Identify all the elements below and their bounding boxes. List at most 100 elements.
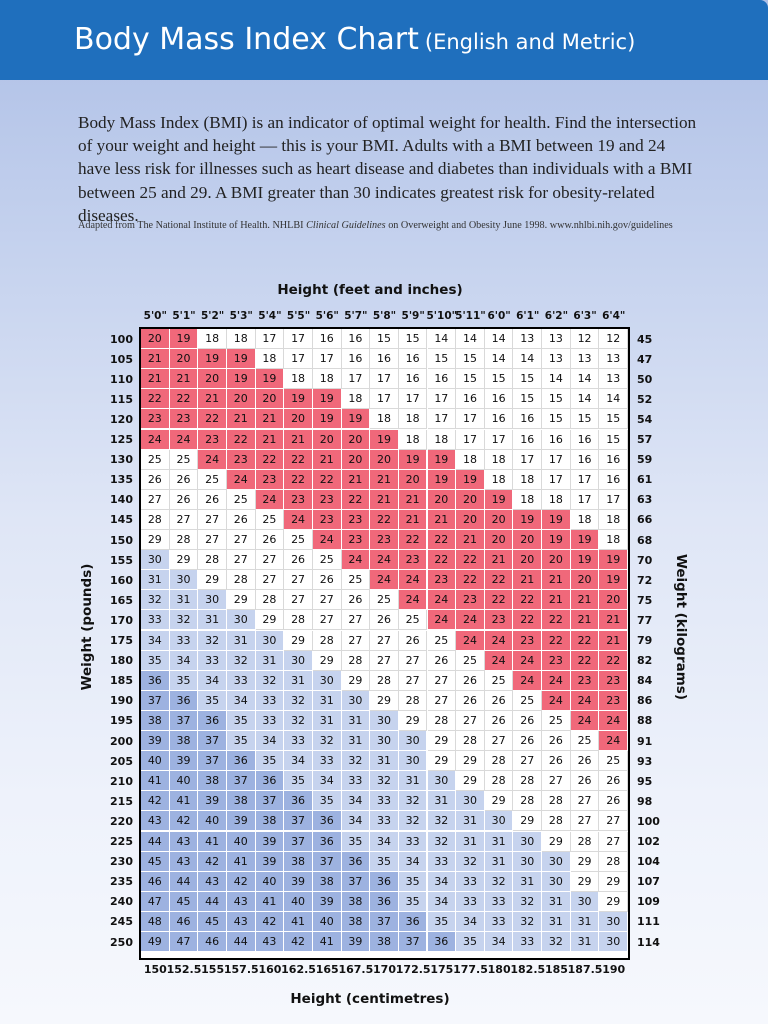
- bmi-cell: 24: [341, 550, 371, 571]
- bmi-cell: 21: [427, 509, 457, 530]
- bmi-cell: 27: [398, 650, 428, 671]
- bmi-cell: 29: [599, 891, 629, 912]
- height-cm-label: 160: [258, 963, 282, 976]
- bmi-cell: 38: [169, 731, 199, 752]
- bmi-cell: 22: [255, 449, 285, 470]
- weight-kg-label: 70: [637, 553, 653, 567]
- height-cm-label: 177.5: [453, 963, 488, 976]
- bmi-cell: 19: [542, 530, 571, 551]
- bmi-cell: 14: [484, 349, 514, 370]
- bmi-cell: 29: [456, 751, 485, 772]
- bmi-cell: 18: [255, 349, 285, 370]
- weight-lb-label: 105: [110, 352, 133, 366]
- bmi-cell: 28: [370, 670, 399, 691]
- weight-kg-label: 104: [637, 855, 660, 869]
- bmi-cell: 33: [255, 710, 285, 731]
- bmi-cell: 23: [427, 570, 457, 591]
- bmi-cell: 15: [427, 349, 457, 370]
- bmi-cell: 32: [341, 751, 371, 772]
- bmi-cell: 24: [198, 449, 227, 470]
- bmi-cell: 27: [456, 710, 485, 731]
- bmi-cell: 30: [226, 610, 256, 631]
- bmi-cell: 30: [427, 771, 457, 792]
- bmi-cell: 29: [599, 871, 629, 892]
- weight-kg-label: 100: [637, 814, 660, 828]
- bmi-cell: 31: [312, 690, 342, 711]
- bmi-cell: 41: [226, 851, 256, 872]
- bmi-cell: 25: [169, 449, 199, 470]
- weight-kg-label: 77: [637, 613, 653, 627]
- weight-kg-label: 59: [637, 453, 653, 467]
- bmi-cell: 31: [370, 751, 399, 772]
- bmi-cell: 23: [341, 509, 371, 530]
- bmi-cell: 39: [341, 932, 371, 953]
- bmi-cell: 26: [255, 530, 285, 551]
- weight-lb-label: 240: [110, 895, 133, 909]
- bmi-cell: 34: [312, 771, 342, 792]
- bmi-cell: 29: [427, 751, 457, 772]
- bmi-cell: 40: [312, 911, 342, 932]
- bmi-cell: 18: [427, 429, 457, 450]
- bmi-cell: 22: [312, 469, 342, 490]
- bmi-cell: 32: [398, 811, 428, 832]
- weight-lb-label: 165: [110, 593, 133, 607]
- bmi-cell: 15: [513, 369, 543, 390]
- bmi-cell: 19: [542, 509, 571, 530]
- bmi-cell: 19: [484, 489, 514, 510]
- bmi-cell: 24: [599, 710, 629, 731]
- weight-kg-label: 111: [637, 915, 660, 929]
- bmi-cell: 23: [169, 409, 199, 430]
- bmi-cell: 25: [513, 690, 543, 711]
- bmi-cell: 21: [599, 630, 629, 651]
- bmi-cell: 19: [513, 509, 543, 530]
- bmi-cell: 32: [456, 851, 485, 872]
- bmi-cell: 26: [570, 771, 600, 792]
- bmi-cell: 31: [570, 911, 600, 932]
- bmi-cell: 20: [341, 449, 371, 470]
- bmi-cell: 15: [513, 389, 543, 410]
- bmi-cell: 32: [427, 811, 457, 832]
- bmi-cell: 22: [484, 570, 514, 591]
- bmi-cell: 16: [341, 329, 371, 350]
- weight-kg-label: 63: [637, 493, 653, 507]
- bmi-cell: 30: [570, 891, 600, 912]
- weight-lb-label: 205: [110, 754, 133, 768]
- bmi-cell: 16: [599, 449, 629, 470]
- bmi-cell: 18: [312, 369, 342, 390]
- bmi-cell: 17: [542, 469, 571, 490]
- bmi-cell: 24: [370, 570, 399, 591]
- bmi-cell: 32: [198, 630, 227, 651]
- page-title: Body Mass Index Chart (English and Metric…: [74, 22, 635, 57]
- bmi-cell: 16: [456, 389, 485, 410]
- bmi-cell: 18: [198, 329, 227, 350]
- bmi-cell: 19: [370, 429, 399, 450]
- bmi-cell: 29: [542, 831, 571, 852]
- bmi-cell: 26: [599, 771, 629, 792]
- bmi-cell: 18: [484, 449, 514, 470]
- bmi-cell: 20: [513, 530, 543, 551]
- bmi-cell: 12: [570, 329, 600, 350]
- bmi-cell: 20: [312, 429, 342, 450]
- bmi-cell: 16: [370, 349, 399, 370]
- bmi-cell: 34: [341, 791, 371, 812]
- bmi-cell: 21: [398, 489, 428, 510]
- bmi-cell: 36: [312, 831, 342, 852]
- bmi-cell: 18: [513, 469, 543, 490]
- bmi-cell: 24: [226, 469, 256, 490]
- bmi-cell: 19: [427, 449, 457, 470]
- bmi-cell: 46: [169, 911, 199, 932]
- bmi-cell: 40: [255, 871, 285, 892]
- height-ft-label: 5'9": [401, 310, 425, 322]
- bmi-cell: 28: [542, 811, 571, 832]
- bmi-cell: 28: [456, 731, 485, 752]
- bmi-cell: 23: [312, 489, 342, 510]
- bmi-cell: 17: [456, 409, 485, 430]
- bmi-cell: 24: [542, 690, 571, 711]
- weight-kg-label: 109: [637, 895, 660, 909]
- height-cm-label: 185: [544, 963, 568, 976]
- bmi-cell: 17: [599, 489, 629, 510]
- source-citation: Adapted from The National Institute of H…: [78, 220, 718, 231]
- bmi-cell: 15: [484, 369, 514, 390]
- bmi-cell: 15: [456, 369, 485, 390]
- bmi-cell: 35: [141, 650, 170, 671]
